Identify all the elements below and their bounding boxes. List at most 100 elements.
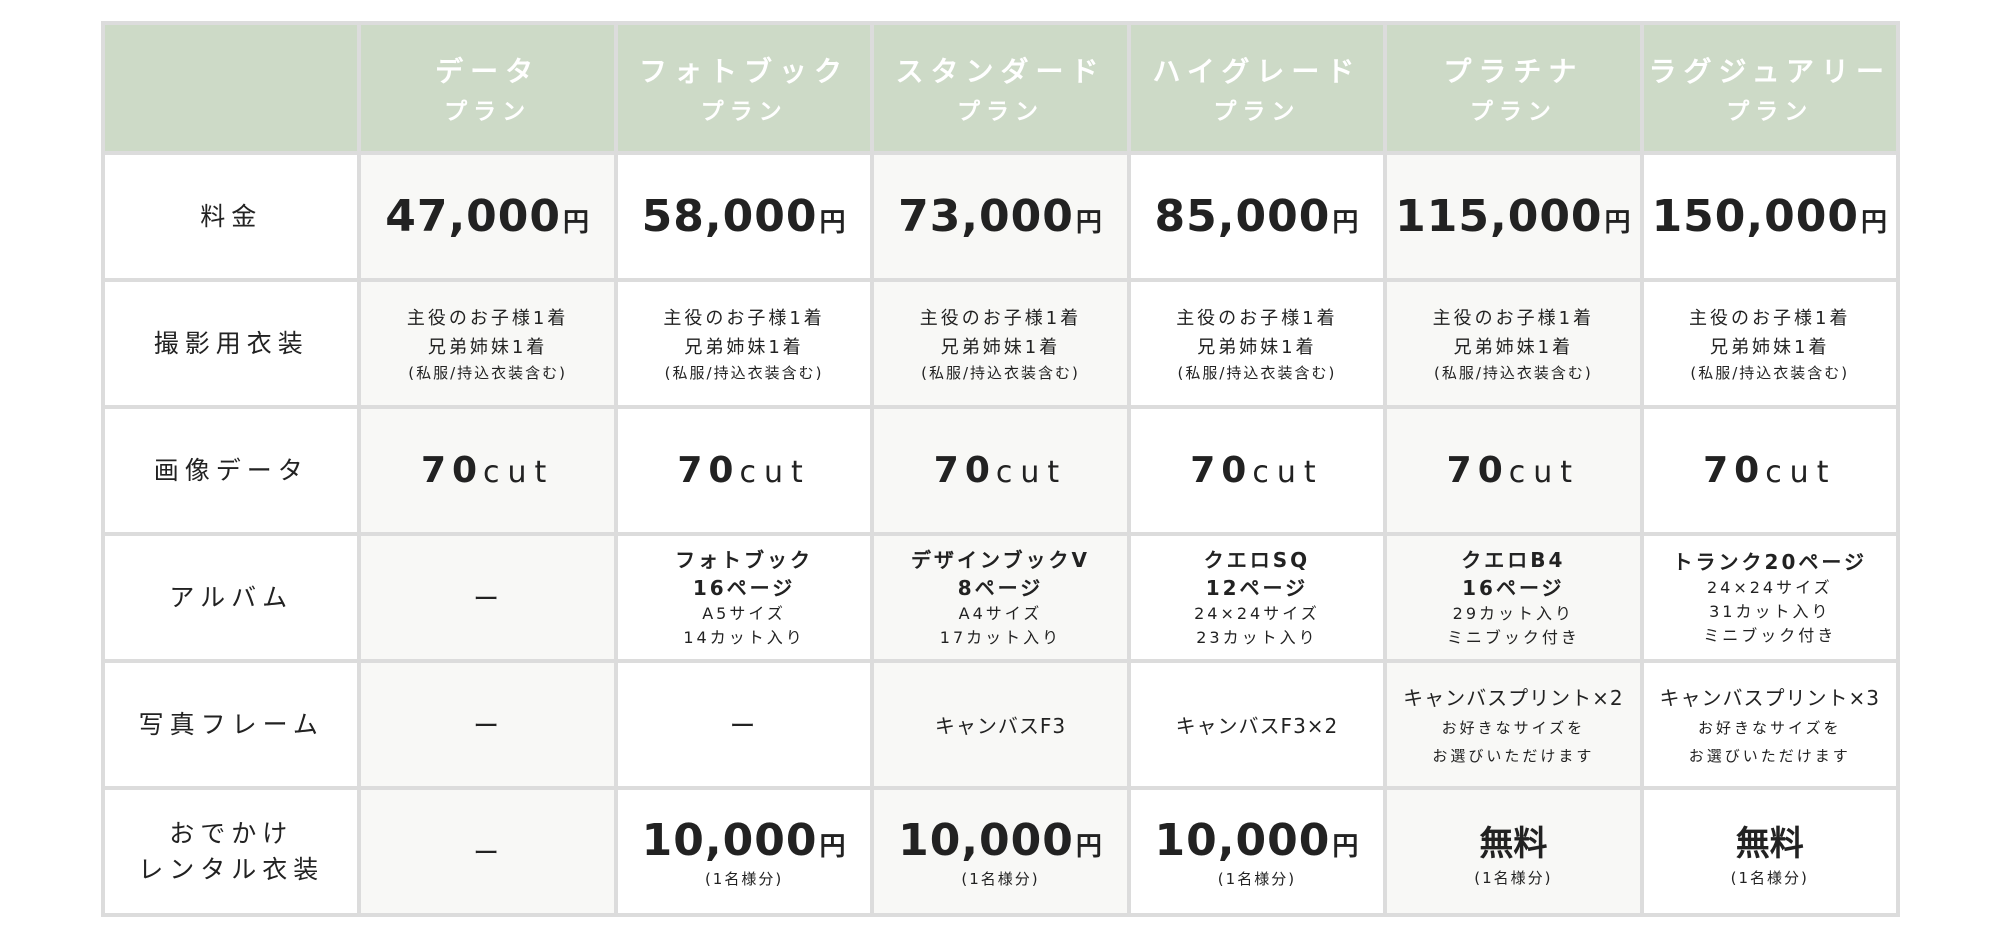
album-detail: 14カット入り <box>683 627 805 647</box>
costume-line: 主役のお子様1着 <box>1432 307 1595 329</box>
plan-suffix: プラン <box>956 99 1044 125</box>
album-cell: トランク20ページ 24×24サイズ 31カット入り ミニブック付き <box>1643 536 1896 659</box>
per-person: (1名様分) <box>1730 868 1809 887</box>
price-amount: 10,000 <box>1154 814 1331 866</box>
cut-unit: cut <box>995 455 1068 490</box>
rental-cell: 無料 (1名様分) <box>1643 790 1896 913</box>
costume-cell: 主役のお子様1着 兄弟姉妹1着 (私服/持込衣装含む) <box>874 282 1127 405</box>
price-cell: 73,000円 <box>874 155 1127 278</box>
price-cell: 85,000円 <box>1130 155 1384 278</box>
cut-number: 70 <box>677 450 740 491</box>
cut-unit: cut <box>1252 455 1324 490</box>
rental-cell: 10,000円 (1名様分) <box>617 790 871 913</box>
frame-main: ー <box>729 712 759 742</box>
image-count: 70cut <box>934 450 1067 491</box>
rental-cell: 無料 (1名様分) <box>1387 790 1640 913</box>
album-title: 8ページ <box>957 575 1044 600</box>
album-title: クエロSQ <box>1203 547 1311 572</box>
frame-main: ー <box>473 712 503 742</box>
yen-unit: 円 <box>819 831 847 862</box>
rental-cell: ー <box>361 790 614 913</box>
album-detail: 17カット入り <box>939 627 1062 647</box>
header-plan-4: プラチナ プラン <box>1387 25 1640 151</box>
cut-unit: cut <box>739 455 811 490</box>
costume-cell: 主役のお子様1着 兄弟姉妹1着 (私服/持込衣装含む) <box>1130 282 1384 405</box>
price-cell: 47,000円 <box>361 155 614 278</box>
album-title: トランク20ページ <box>1672 549 1867 574</box>
costume-line: (私服/持込衣装含む) <box>1177 363 1337 382</box>
frame-main: キャンバスF3×2 <box>1175 714 1339 738</box>
costume-cell: 主役のお子様1着 兄弟姉妹1着 (私服/持込衣装含む) <box>1643 282 1896 405</box>
frame-cell: キャンバスプリント×3 お好きなサイズを お選びいただけます <box>1643 663 1896 786</box>
price-amount: 85,000 <box>1154 191 1331 242</box>
album-title: 16ページ <box>692 575 796 600</box>
yen-unit: 円 <box>819 208 847 238</box>
frame-note: お好きなサイズを <box>1698 719 1842 737</box>
costume-line: 兄弟姉妹1着 <box>1453 336 1574 358</box>
costume-line: (私服/持込衣装含む) <box>1433 363 1593 382</box>
frame-cell: ー <box>617 663 871 786</box>
costume-line: (私服/持込衣装含む) <box>921 363 1080 382</box>
plan-name: ラグジュアリー <box>1648 55 1892 88</box>
images-cell: 70cut <box>874 409 1127 532</box>
price-cell: 150,000円 <box>1643 155 1896 278</box>
price-amount: 58,000 <box>641 191 818 242</box>
plan-name: スタンダード <box>895 55 1106 88</box>
costume-line: 兄弟姉妹1着 <box>427 336 548 358</box>
costume-line: 兄弟姉妹1着 <box>1197 336 1317 358</box>
rental-price: 10,000円 <box>1155 815 1360 866</box>
images-cell: 70cut <box>1130 409 1384 532</box>
album-cell: ー <box>361 536 614 659</box>
row-label-text: 写真フレーム <box>138 709 324 739</box>
plan-suffix: プラン <box>700 99 788 125</box>
frame-main: キャンバスF3 <box>934 714 1067 738</box>
plan-name: データ <box>435 55 541 88</box>
costume-cell: 主役のお子様1着 兄弟姉妹1着 (私服/持込衣装含む) <box>617 282 871 405</box>
price-amount: 10,000 <box>898 814 1074 866</box>
header-plan-2: スタンダード プラン <box>874 25 1127 151</box>
price-value: 85,000円 <box>1155 191 1360 242</box>
images-cell: 70cut <box>1387 409 1640 532</box>
costume-line: 主役のお子様1着 <box>1176 307 1338 329</box>
rental-cell: 10,000円 (1名様分) <box>874 790 1127 913</box>
dash-none: ー <box>473 585 503 615</box>
costume-line: 兄弟姉妹1着 <box>684 336 804 358</box>
album-detail: 31カット入り <box>1709 601 1831 621</box>
price-value: 58,000円 <box>642 191 847 242</box>
cut-unit: cut <box>1765 455 1837 490</box>
images-cell: 70cut <box>361 409 614 532</box>
costume-line: 主役のお子様1着 <box>663 307 825 329</box>
cut-unit: cut <box>1508 455 1581 490</box>
header-plan-1: フォトブック プラン <box>617 25 871 151</box>
album-cell: フォトブック 16ページ A5サイズ 14カット入り <box>617 536 871 659</box>
cut-number: 70 <box>1446 450 1509 491</box>
album-detail: A4サイズ <box>958 603 1043 623</box>
album-title: クエロB4 <box>1461 547 1566 572</box>
row-label-text: おでかけ <box>169 818 294 848</box>
header-corner <box>105 25 358 151</box>
price-value: 47,000円 <box>385 191 590 242</box>
costume-line: 主役のお子様1着 <box>919 307 1082 329</box>
cut-number: 70 <box>1703 450 1766 491</box>
rental-price: 10,000円 <box>898 815 1103 866</box>
per-person: (1名様分) <box>1217 869 1297 888</box>
costume-line: 兄弟姉妹1着 <box>940 336 1061 358</box>
costume-line: 兄弟姉妹1着 <box>1710 336 1830 358</box>
row-label-text: レンタル衣装 <box>138 854 325 884</box>
frame-cell: キャンバスF3 <box>874 663 1127 786</box>
yen-unit: 円 <box>1860 208 1888 238</box>
free-label: 無料 <box>1735 823 1804 864</box>
plan-suffix: プラン <box>444 99 532 125</box>
row-label-text: 料金 <box>200 201 263 231</box>
per-person: (1名様分) <box>1474 868 1553 887</box>
row-label-text: アルバム <box>169 582 294 612</box>
image-count: 70cut <box>677 450 810 491</box>
album-title: デザインブックV <box>911 547 1090 572</box>
costume-line: (私服/持込衣装含む) <box>408 363 568 382</box>
cut-number: 70 <box>420 450 484 491</box>
yen-unit: 円 <box>1075 831 1103 862</box>
price-cell: 115,000円 <box>1387 155 1640 278</box>
album-detail: A5サイズ <box>702 603 786 623</box>
price-amount: 150,000 <box>1651 191 1859 242</box>
row-label-text: 撮影用衣装 <box>153 328 309 358</box>
